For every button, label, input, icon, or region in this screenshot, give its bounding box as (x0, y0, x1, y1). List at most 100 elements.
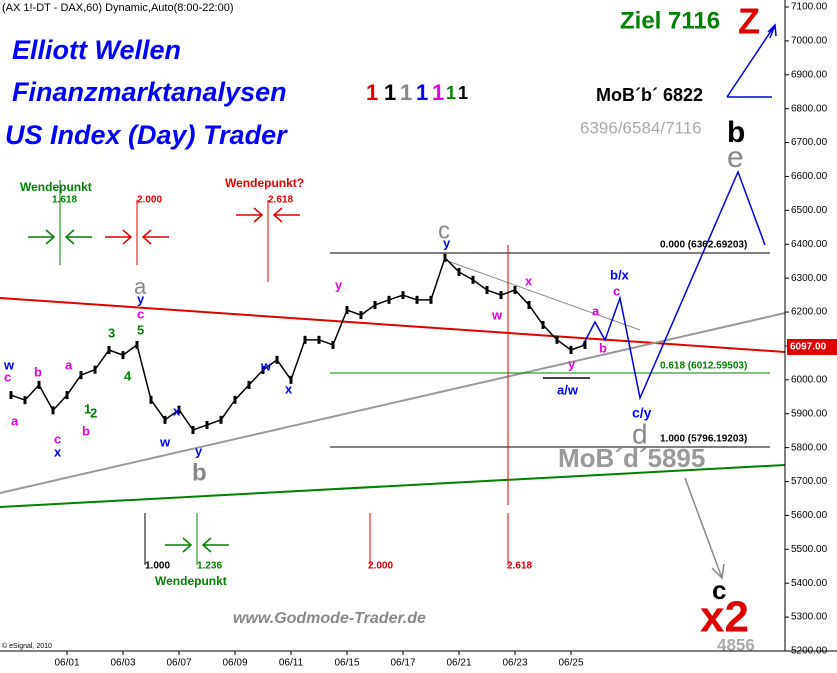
candle (107, 346, 111, 355)
annotation: Wendepunkt (20, 180, 92, 194)
annotation: 4 (124, 368, 132, 383)
x-tick-label: 06/25 (558, 658, 583, 669)
y-tick-label: 6700.00 (791, 137, 828, 148)
annotation: w (3, 357, 15, 372)
annotation: c (712, 575, 726, 605)
candle (527, 300, 531, 309)
candle (177, 405, 181, 414)
y-tick-label: 5700.00 (791, 476, 828, 487)
candle (149, 395, 153, 404)
candle (555, 335, 559, 344)
annotation: Elliott Wellen (12, 35, 181, 65)
candle (261, 366, 265, 375)
x-tick-label: 06/23 (502, 658, 527, 669)
annotation: x2 (700, 593, 749, 642)
candle (23, 396, 27, 405)
annotation: w (159, 434, 171, 449)
annotation: c/y (632, 405, 652, 421)
price-box (787, 338, 837, 355)
annotation: c (4, 369, 11, 384)
candle (373, 300, 377, 309)
candle (135, 340, 139, 349)
x-tick-label: 06/09 (222, 658, 247, 669)
x-tick-label: 06/21 (446, 658, 471, 669)
y-tick-label: 5300.00 (791, 612, 828, 623)
candle (499, 291, 503, 300)
candle (415, 295, 419, 304)
candle (471, 275, 475, 284)
overlay-lines (0, 23, 786, 580)
annotation: e (727, 141, 744, 174)
y-tick-label: 5500.00 (791, 544, 828, 555)
annotation: y (568, 356, 576, 371)
candle (387, 295, 391, 304)
candle (429, 295, 433, 304)
annotation: a/w (557, 382, 579, 397)
x-tick-label: 06/03 (110, 658, 135, 669)
annotation: b (599, 340, 607, 355)
annotation: 1 (432, 80, 444, 105)
annotation: 4856 (717, 635, 755, 654)
y-tick-label: 5900.00 (791, 408, 828, 419)
y-tick-label: 6200.00 (791, 307, 828, 318)
y-tick-label: 6900.00 (791, 69, 828, 80)
x-tick-label: 06/07 (166, 658, 191, 669)
annotation: c (438, 217, 450, 244)
y-tick-label: 5200.00 (791, 646, 828, 657)
y-tick-label: 5600.00 (791, 510, 828, 521)
annotation: 5 (137, 322, 144, 337)
annotation: 6396/6584/7116 (580, 118, 702, 137)
annotation: 3 (108, 325, 115, 340)
candle (205, 420, 209, 429)
y-tick-label: 7100.00 (791, 2, 828, 13)
candle (163, 415, 167, 424)
candle (457, 268, 461, 277)
annotation: 1.000 (145, 561, 170, 572)
annotation: w (260, 358, 272, 373)
candle (331, 340, 335, 349)
y-tick-label: 5800.00 (791, 442, 828, 453)
candle (65, 391, 69, 400)
candle (51, 406, 55, 415)
candle (219, 415, 223, 424)
annotation: 1.236 (197, 561, 222, 572)
annotation: 2.618 (507, 561, 532, 572)
annotation: 2.000 (137, 195, 162, 206)
candle (121, 351, 125, 360)
candle (93, 365, 97, 374)
annotation: 0.000 (6362.69203) (660, 240, 747, 251)
annotation: a (134, 274, 147, 299)
annotation: c (613, 283, 620, 298)
annotation: x (285, 381, 293, 396)
candle (401, 291, 405, 300)
annotation: 1 (416, 80, 428, 105)
annotation: 1 (400, 80, 412, 105)
y-tick-label: 6400.00 (791, 239, 828, 250)
annotation: MoB´b´ 6822 (596, 85, 703, 105)
x-tick-label: 06/11 (279, 658, 304, 669)
y-tick-label: 7000.00 (791, 36, 828, 47)
annotation: b (727, 116, 745, 149)
annotation: © eSignal, 2010 (2, 642, 52, 650)
candle (37, 380, 41, 389)
annotation: MoB´d´5895 (558, 443, 705, 473)
annotation: a (11, 413, 19, 428)
annotation: w (491, 307, 503, 322)
annotation: www.Godmode-Trader.de (233, 610, 426, 627)
y-tick-label: 6500.00 (791, 205, 828, 216)
x-tick-label: 06/15 (334, 658, 359, 669)
annotation: b/x (610, 267, 630, 282)
candle (247, 380, 251, 389)
candle (583, 340, 587, 349)
y-tick-label: 6300.00 (791, 273, 828, 284)
price-label: 6097.00 (790, 342, 827, 353)
candle (359, 311, 363, 320)
annotation: 2.618 (268, 195, 293, 206)
annotation: a (65, 357, 73, 372)
candle (443, 253, 447, 262)
chart-title: (AX 1!-DT - DAX,60) Dynamic,Auto(8:00-22… (2, 2, 234, 14)
annotation: c (54, 431, 61, 446)
annotation: US Index (Day) Trader (5, 120, 288, 150)
annotation: 0.618 (6012.59503) (660, 361, 747, 372)
annotation: Wendepunkt (155, 574, 227, 588)
